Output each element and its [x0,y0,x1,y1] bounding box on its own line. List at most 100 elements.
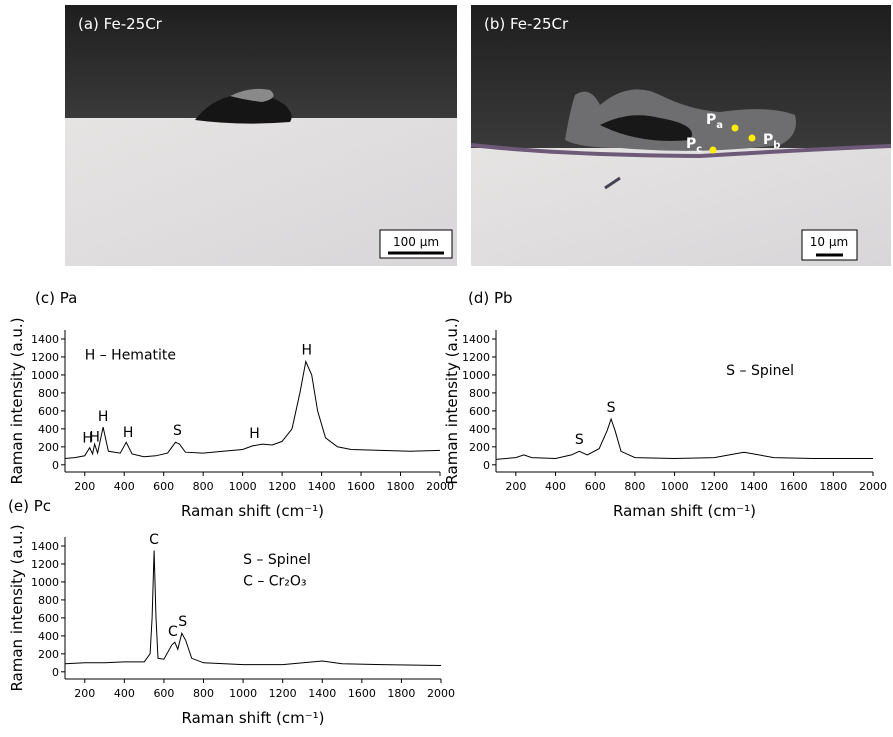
y-tick-label: 0 [483,459,490,472]
y-tick-label: 200 [469,441,490,454]
y-tick-label: 1400 [31,540,59,553]
y-tick-label: 1000 [462,369,490,382]
x-tick-label: 1800 [819,480,847,493]
x-tick-label: 2000 [426,480,454,493]
y-tick-label: 600 [38,405,59,418]
x-tick-label: 1400 [740,480,768,493]
x-tick-label: 1200 [269,687,297,700]
x-tick-label: 600 [153,687,174,700]
y-tick-label: 0 [52,459,59,472]
spectrum-line [495,417,873,460]
x-tick-label: 1600 [780,480,808,493]
peak-label: H [89,429,100,445]
peak-label: H [82,430,93,446]
scale-bar-label: 10 μm [810,235,848,249]
y-tick-label: 600 [469,405,490,418]
y-tick-label: 1200 [462,351,490,364]
chart-title: (d) Pb [468,289,513,307]
x-tick-label: 200 [74,480,95,493]
chart-title: (e) Pc [8,497,51,515]
y-tick-label: 800 [38,387,59,400]
x-tick-label: 1600 [347,480,375,493]
x-tick-label: 1600 [348,687,376,700]
x-tick-label: 1800 [387,687,415,700]
chart-title: (c) Pa [35,289,77,307]
image-label: (a) Fe-25Cr [78,15,163,33]
peak-label: H [98,409,109,425]
legend-text: S – Spinel [726,363,794,379]
y-axis-label: Raman intensity (a.u.) [8,524,26,691]
y-tick-label: 200 [38,648,59,661]
y-tick-label: 800 [469,387,490,400]
x-tick-label: 800 [624,480,645,493]
point-marker [709,146,717,154]
point-subscript: c [696,144,702,155]
y-tick-label: 400 [38,423,59,436]
x-axis-label: Raman shift (cm⁻¹) [181,502,324,520]
y-tick-label: 1000 [31,369,59,382]
y-tick-label: 1400 [462,333,490,346]
y-tick-label: 0 [52,666,59,679]
scale-bar-label: 100 μm [393,235,439,249]
peak-label: H [249,426,260,442]
point-label: Pb [763,132,780,151]
x-tick-label: 2000 [859,480,887,493]
peak-label: S [178,614,187,630]
x-tick-label: 1400 [308,480,336,493]
x-axis-label: Raman shift (cm⁻¹) [613,502,756,520]
x-tick-label: 600 [585,480,606,493]
peak-label: C [168,624,178,640]
x-tick-label: 400 [545,480,566,493]
x-tick-label: 1800 [387,480,415,493]
x-tick-label: 1000 [229,687,257,700]
x-tick-label: 200 [74,687,95,700]
point-marker [731,124,739,132]
y-axis-label: Raman intensity (a.u.) [8,317,26,484]
x-tick-label: 800 [193,687,214,700]
x-tick-label: 2000 [427,687,455,700]
point-letter: P [763,132,773,148]
y-tick-label: 400 [38,630,59,643]
y-tick-label: 1000 [31,576,59,589]
micrograph-a: (a) Fe-25Cr 100 μm [65,5,457,266]
x-tick-label: 400 [114,687,135,700]
spectrum-line [64,359,441,459]
peak-label: H [302,342,313,358]
y-tick-label: 1200 [31,558,59,571]
x-tick-label: 1200 [268,480,296,493]
point-subscript: b [773,140,780,151]
point-letter: P [706,112,716,128]
y-axis-label: Raman intensity (a.u.) [443,317,461,484]
point-subscript: a [716,120,723,131]
x-tick-label: 800 [193,480,214,493]
legend-text: H – Hematite [85,348,176,364]
spectrum-line [64,550,442,666]
peak-label: H [123,425,134,441]
point-marker [748,134,756,142]
x-tick-label: 400 [114,480,135,493]
point-letter: P [686,136,696,152]
y-tick-label: 1200 [31,351,59,364]
y-tick-label: 800 [38,594,59,607]
legend-text: S – Spinel [243,552,311,568]
x-tick-label: 1000 [229,480,257,493]
peak-label: S [607,400,616,416]
y-tick-label: 600 [38,612,59,625]
x-tick-label: 1000 [661,480,689,493]
image-label: (b) Fe-25Cr [484,15,569,33]
x-tick-label: 1400 [308,687,336,700]
y-tick-label: 1400 [31,333,59,346]
y-tick-label: 200 [38,441,59,454]
peak-label: S [575,432,584,448]
peak-label: C [149,532,159,548]
point-label: Pa [706,112,723,131]
x-tick-label: 200 [505,480,526,493]
legend-text: C – Cr₂O₃ [243,574,306,590]
point-label: Pc [686,136,702,155]
y-tick-label: 400 [469,423,490,436]
x-axis-label: Raman shift (cm⁻¹) [181,709,324,727]
peak-label: S [173,423,182,439]
